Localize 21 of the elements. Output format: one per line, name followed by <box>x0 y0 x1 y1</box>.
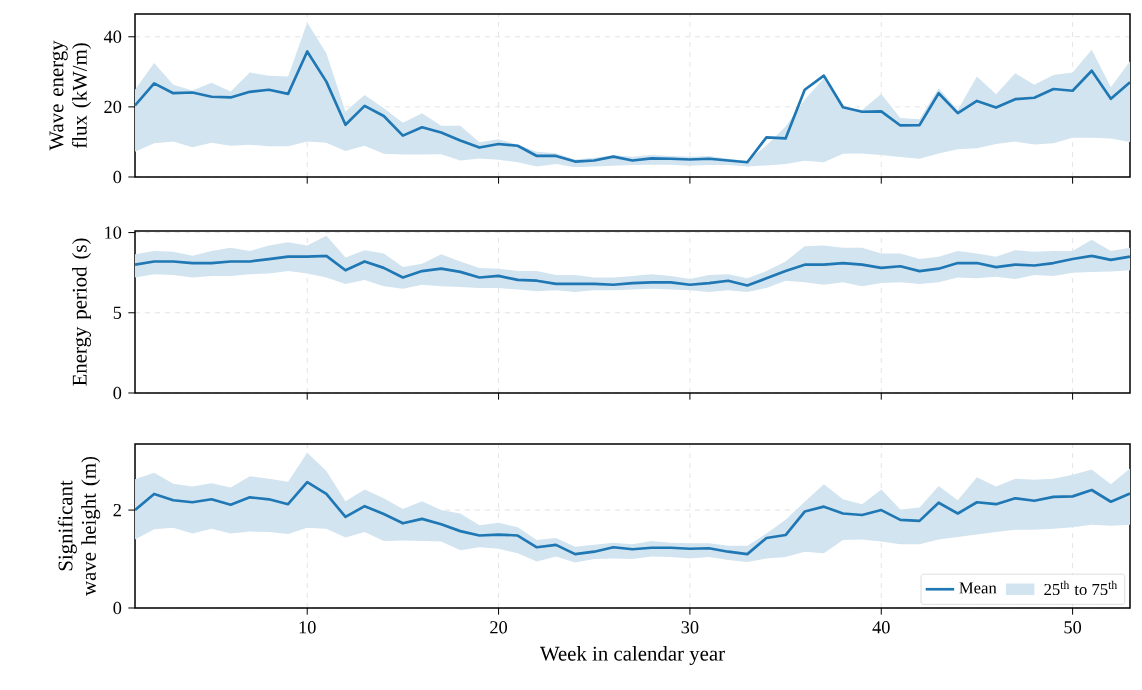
y-tick-label: 10 <box>105 226 122 239</box>
x-tick-label: 20 <box>490 621 508 634</box>
annotation: 25$^{th}$ to 75$^{th}$ <box>1044 580 1118 596</box>
y-tick-label: 20 <box>104 100 122 114</box>
line-series <box>135 480 1130 556</box>
x-tick-label: 30 <box>681 621 699 634</box>
x-tick-label: 50 <box>1064 621 1082 634</box>
y-tick-label: 0 <box>113 386 122 400</box>
y-tick-label: 40 <box>103 30 122 43</box>
x-axis-title: Week in calendar year <box>539 646 725 665</box>
x-tick-label: 10 <box>299 621 316 634</box>
y-axis-title: Energy period (s) <box>72 238 92 386</box>
x-tick-label: 40 <box>872 621 890 634</box>
legend-label: Mean <box>959 582 997 594</box>
y-axis-title: Significant wave height (m) <box>57 456 101 596</box>
y-tick-label: 0 <box>113 170 122 184</box>
y-tick-label: 2 <box>113 504 121 517</box>
line-series <box>135 50 1130 164</box>
y-tick-label: 5 <box>113 306 122 319</box>
y-axis-title: Wave energy flux (kW/m) <box>49 40 92 151</box>
y-tick-label: 0 <box>113 601 122 615</box>
